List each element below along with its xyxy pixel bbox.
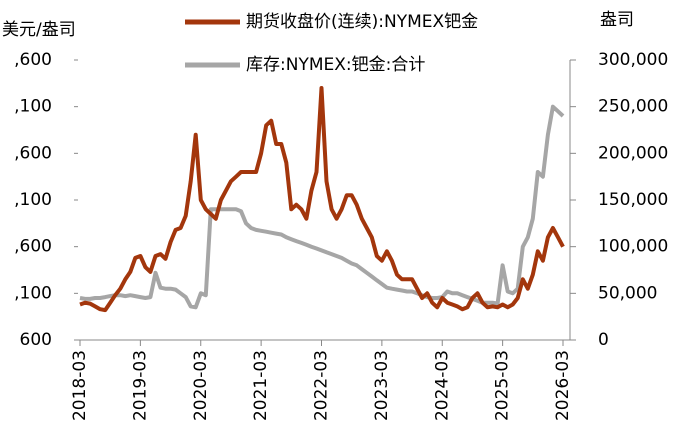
y-tick-label: ,600 — [14, 50, 52, 70]
y2-axis-label: 盎司 — [600, 10, 634, 30]
x-tick-label: 2018-03 — [70, 350, 90, 421]
x-tick-label: 2024-03 — [432, 350, 452, 421]
x-tick-label: 2025-03 — [493, 350, 513, 421]
y2-tick-label: 0 — [598, 330, 609, 350]
y2-tick-label: 50,000 — [598, 283, 657, 303]
y2-tick-label: 250,000 — [598, 97, 668, 117]
y-tick-label: 600 — [20, 330, 52, 350]
y-axis-label: 美元/盎司 — [2, 20, 76, 40]
y-tick-label: ,100 — [14, 190, 52, 210]
x-tick-label: 2023-03 — [372, 350, 392, 421]
y-tick-label: ,600 — [14, 237, 52, 257]
x-tick-label: 2026-03 — [553, 350, 573, 421]
series-line — [79, 86, 565, 313]
y-tick-label: ,600 — [14, 143, 52, 163]
x-tick-label: 2021-03 — [251, 350, 271, 421]
x-tick-label: 2019-03 — [130, 350, 150, 421]
x-tick-label: 2022-03 — [312, 350, 332, 421]
y2-tick-label: 150,000 — [598, 190, 668, 210]
x-tick-label: 2020-03 — [191, 350, 211, 421]
y-tick-label: ,100 — [14, 283, 52, 303]
legend-label: 期货收盘价(连续):NYMEX钯金 — [246, 12, 478, 32]
y2-tick-label: 100,000 — [598, 237, 668, 257]
series-line — [79, 104, 565, 310]
y-tick-label: ,100 — [14, 97, 52, 117]
y2-tick-label: 200,000 — [598, 143, 668, 163]
legend-label: 库存:NYMEX:钯金:合计 — [246, 55, 425, 75]
y2-tick-label: 300,000 — [598, 50, 668, 70]
